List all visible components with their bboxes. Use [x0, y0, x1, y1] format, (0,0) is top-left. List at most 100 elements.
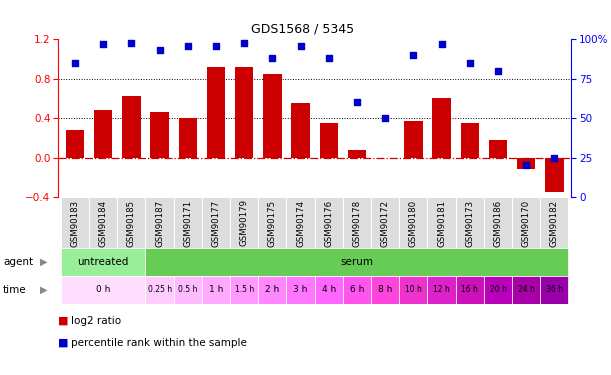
Bar — [287, 197, 315, 248]
Bar — [484, 276, 512, 304]
Bar — [484, 197, 512, 248]
Text: 24 h: 24 h — [518, 285, 535, 294]
Bar — [545, 158, 563, 192]
Text: GSM90179: GSM90179 — [240, 200, 249, 246]
Bar — [343, 197, 371, 248]
Bar — [145, 248, 568, 276]
Bar — [517, 158, 535, 170]
Point — [380, 115, 390, 121]
Bar — [428, 276, 456, 304]
Bar — [512, 276, 540, 304]
Text: GSM90170: GSM90170 — [522, 200, 531, 246]
Text: 16 h: 16 h — [461, 285, 478, 294]
Point — [324, 55, 334, 61]
Text: 1 h: 1 h — [209, 285, 223, 294]
Point — [521, 162, 531, 168]
Text: ■: ■ — [58, 338, 68, 348]
Bar — [399, 276, 428, 304]
Text: 20 h: 20 h — [489, 285, 507, 294]
Bar — [540, 197, 568, 248]
Text: 36 h: 36 h — [546, 285, 563, 294]
Bar — [230, 197, 258, 248]
Bar — [61, 248, 145, 276]
Text: 10 h: 10 h — [405, 285, 422, 294]
Text: 2 h: 2 h — [265, 285, 279, 294]
Point — [493, 68, 503, 74]
Bar — [461, 123, 479, 158]
Bar — [89, 197, 117, 248]
Bar — [258, 276, 287, 304]
Bar — [371, 197, 399, 248]
Text: 4 h: 4 h — [321, 285, 336, 294]
Point — [465, 60, 475, 66]
Point — [240, 39, 249, 45]
Point — [296, 43, 306, 49]
Bar — [202, 197, 230, 248]
Text: GSM90183: GSM90183 — [70, 200, 79, 246]
Bar — [489, 140, 507, 158]
Bar — [343, 276, 371, 304]
Text: log2 ratio: log2 ratio — [71, 316, 122, 326]
Bar — [258, 197, 287, 248]
Bar — [235, 67, 254, 158]
Bar — [456, 197, 484, 248]
Text: GSM90185: GSM90185 — [127, 200, 136, 246]
Bar — [512, 197, 540, 248]
Text: percentile rank within the sample: percentile rank within the sample — [71, 338, 247, 348]
Text: ▶: ▶ — [40, 256, 47, 267]
Bar — [145, 197, 174, 248]
Bar — [145, 276, 174, 304]
Bar — [404, 121, 423, 158]
Point — [409, 52, 419, 58]
Text: GSM90174: GSM90174 — [296, 200, 305, 246]
Bar — [66, 130, 84, 158]
Point — [352, 99, 362, 105]
Point — [211, 43, 221, 49]
Text: GSM90181: GSM90181 — [437, 200, 446, 246]
Text: GSM90187: GSM90187 — [155, 200, 164, 246]
Bar — [230, 276, 258, 304]
Text: serum: serum — [340, 256, 373, 267]
Text: time: time — [3, 285, 27, 295]
Point — [98, 41, 108, 47]
Point — [268, 55, 277, 61]
Text: 0.25 h: 0.25 h — [147, 285, 172, 294]
Bar — [122, 96, 141, 158]
Text: GSM90186: GSM90186 — [494, 200, 502, 246]
Bar — [348, 150, 366, 158]
Bar — [263, 74, 282, 158]
Text: 8 h: 8 h — [378, 285, 392, 294]
Point — [155, 47, 164, 53]
Bar — [117, 197, 145, 248]
Text: untreated: untreated — [78, 256, 129, 267]
Bar — [94, 110, 112, 158]
Bar — [291, 104, 310, 158]
Bar — [178, 118, 197, 158]
Text: GSM90180: GSM90180 — [409, 200, 418, 246]
Text: GSM90175: GSM90175 — [268, 200, 277, 246]
Text: GSM90173: GSM90173 — [465, 200, 474, 246]
Text: ■: ■ — [58, 316, 68, 326]
Text: ▶: ▶ — [40, 285, 47, 295]
Bar — [150, 112, 169, 158]
Bar — [202, 276, 230, 304]
Text: agent: agent — [3, 256, 33, 267]
Bar — [61, 276, 145, 304]
Bar — [433, 99, 451, 158]
Text: GSM90172: GSM90172 — [381, 200, 390, 246]
Bar — [287, 276, 315, 304]
Text: 6 h: 6 h — [349, 285, 364, 294]
Bar — [399, 197, 428, 248]
Bar — [174, 276, 202, 304]
Text: 3 h: 3 h — [293, 285, 308, 294]
Text: GSM90176: GSM90176 — [324, 200, 333, 246]
Text: GSM90178: GSM90178 — [353, 200, 362, 246]
Bar — [371, 276, 399, 304]
Bar — [540, 276, 568, 304]
Bar — [315, 276, 343, 304]
Text: 0.5 h: 0.5 h — [178, 285, 197, 294]
Text: 1.5 h: 1.5 h — [235, 285, 254, 294]
Bar — [315, 197, 343, 248]
Point — [437, 41, 447, 47]
Text: GSM90184: GSM90184 — [98, 200, 108, 246]
